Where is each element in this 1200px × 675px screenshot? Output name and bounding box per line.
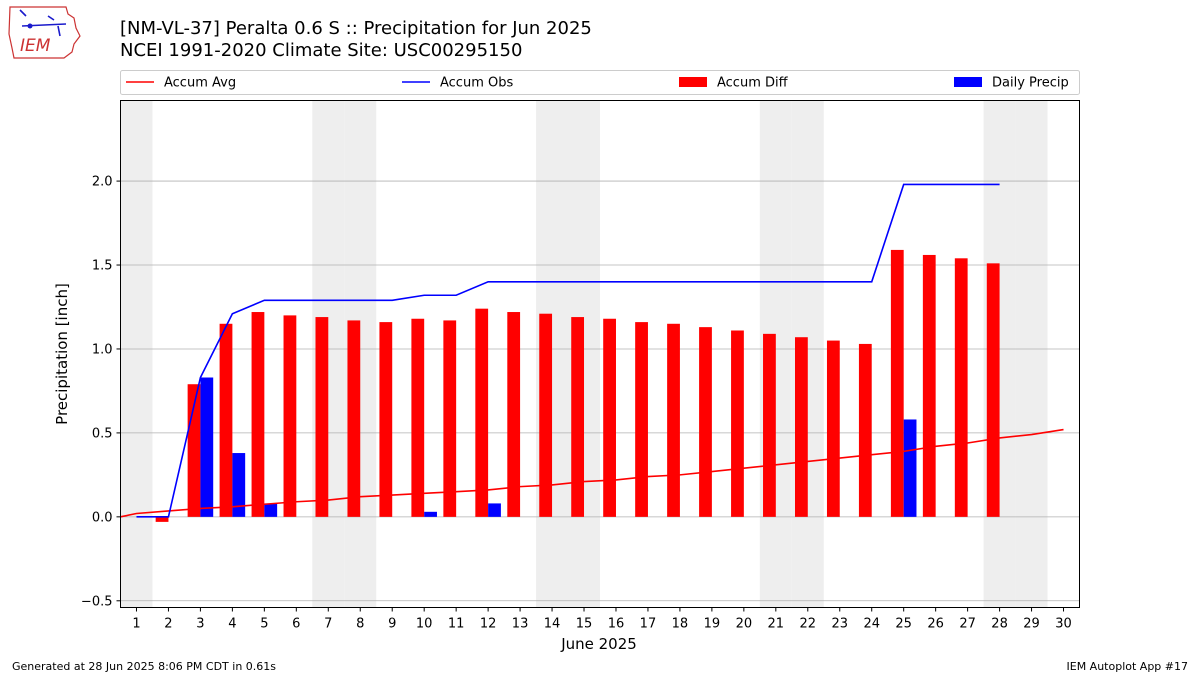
x-tick-label: 14	[544, 617, 561, 632]
y-axis-label: Precipitation [inch]	[53, 283, 71, 425]
x-tick-label: 25	[895, 617, 912, 632]
accum-diff-bar	[986, 263, 1000, 517]
x-tick-label: 2	[164, 617, 172, 632]
y-tick-label: 0.0	[92, 510, 113, 525]
accum-diff-bar	[699, 327, 712, 517]
accum-diff-bar	[890, 249, 904, 517]
legend: Accum Avg Accum Obs Accum Diff Daily Pre…	[120, 70, 1080, 95]
x-tick-label: 19	[704, 617, 721, 632]
x-tick-label: 3	[196, 617, 204, 632]
daily-precip-bar	[232, 453, 246, 517]
y-axis: −0.5 0.0 0.5 1.0 1.5 2.0	[81, 175, 121, 609]
x-tick-label: 26	[927, 617, 944, 632]
weekend-shading	[120, 100, 1048, 608]
x-tick-label: 29	[1023, 617, 1040, 632]
weekend-band	[120, 100, 153, 608]
accum-diff-bar	[347, 320, 361, 517]
accum-diff-bar	[667, 323, 680, 517]
legend-label-accum-obs: Accum Obs	[440, 76, 513, 91]
x-tick-label: 30	[1055, 617, 1072, 632]
accum-diff-bar	[443, 320, 457, 517]
weekend-band	[1015, 100, 1048, 608]
daily-precip-bar	[903, 419, 917, 517]
accum-diff-bar	[379, 322, 393, 517]
x-tick-label: 4	[228, 617, 236, 632]
accum-diff-bar	[315, 317, 329, 517]
y-tick-label: 0.5	[92, 426, 113, 441]
daily-precip-bar	[264, 503, 278, 517]
title-line-2: NCEI 1991-2020 Climate Site: USC00295150	[120, 40, 523, 61]
x-tick-label: 11	[448, 617, 465, 632]
accum-diff-bar	[954, 258, 968, 517]
x-tick-label: 15	[576, 617, 593, 632]
x-tick-label: 17	[640, 617, 657, 632]
footer-generated: Generated at 28 Jun 2025 8:06 PM CDT in …	[12, 660, 277, 673]
daily-precip-bar	[488, 503, 501, 517]
x-tick-label: 8	[356, 617, 364, 632]
accum-diff-bar	[731, 330, 744, 517]
x-tick-label: 10	[416, 617, 433, 632]
legend-label-accum-diff: Accum Diff	[717, 76, 789, 91]
accum-diff-bar	[507, 312, 521, 517]
iem-logo: IEM	[6, 4, 82, 60]
x-tick-label: 23	[831, 617, 848, 632]
accum-diff-bar	[411, 318, 425, 517]
footer-app: IEM Autoplot App #17	[1066, 660, 1189, 673]
x-tick-label: 16	[608, 617, 625, 632]
legend-label-accum-avg: Accum Avg	[164, 76, 236, 91]
logo-text: IEM	[20, 36, 51, 56]
x-tick-label: 13	[512, 617, 529, 632]
x-tick-label: 12	[480, 617, 497, 632]
y-tick-label: 1.5	[92, 259, 113, 274]
legend-label-daily-precip: Daily Precip	[992, 76, 1069, 91]
plot-frame	[120, 100, 1080, 608]
x-tick-label: 27	[959, 617, 976, 632]
title-line-1: [NM-VL-37] Peralta 0.6 S :: Precipitatio…	[120, 18, 592, 39]
accum-diff-bar	[571, 317, 585, 517]
accum-diff-bar	[603, 318, 616, 517]
x-tick-label: 28	[991, 617, 1008, 632]
daily-precip-bar	[200, 377, 214, 517]
x-tick-label: 5	[260, 617, 268, 632]
x-tick-label: 6	[292, 617, 300, 632]
accum-diff-bar	[858, 343, 872, 517]
accum-diff-bar	[539, 313, 553, 517]
accum-diff-bar	[794, 337, 808, 517]
accum-diff-bar	[826, 340, 840, 517]
chart-title: [NM-VL-37] Peralta 0.6 S :: Precipitatio…	[120, 18, 592, 62]
x-axis: 1 2 3 4 5 6 7 8 9 10 11 12 13 14 15 16 17 18 19 20 21 22 23 24 2…	[132, 607, 1072, 632]
x-tick-label: 20	[736, 617, 753, 632]
accum-avg-line	[120, 428, 1064, 518]
accum-diff-bar	[922, 254, 936, 517]
x-tick-label: 18	[672, 617, 689, 632]
y-tick-label: 2.0	[92, 175, 113, 190]
daily-precip-bar	[424, 511, 437, 517]
y-tick-label: 1.0	[92, 342, 113, 357]
x-tick-label: 7	[324, 617, 332, 632]
gridlines	[120, 180, 1080, 602]
legend-swatch-accum-diff	[679, 77, 707, 87]
accum-diff-bar	[283, 315, 297, 517]
accum-diff-bar	[475, 308, 489, 517]
accum-diff-bar	[635, 322, 648, 517]
accum-diff-bar	[251, 312, 265, 517]
legend-box	[120, 70, 1080, 95]
y-tick-label: −0.5	[81, 594, 113, 609]
x-tick-label: 21	[768, 617, 785, 632]
x-tick-label: 24	[863, 617, 880, 632]
legend-swatch-daily-precip	[954, 77, 982, 87]
x-axis-label: June 2025	[560, 635, 637, 653]
x-tick-label: 9	[388, 617, 396, 632]
accum-obs-line	[136, 183, 1000, 518]
lines	[120, 183, 1064, 518]
x-tick-label: 1	[132, 617, 140, 632]
x-tick-label: 22	[800, 617, 817, 632]
accum-diff-bar	[763, 333, 776, 517]
accum-diff-bar	[219, 323, 233, 517]
bars	[155, 249, 1000, 522]
accum-diff-bar	[155, 516, 169, 522]
